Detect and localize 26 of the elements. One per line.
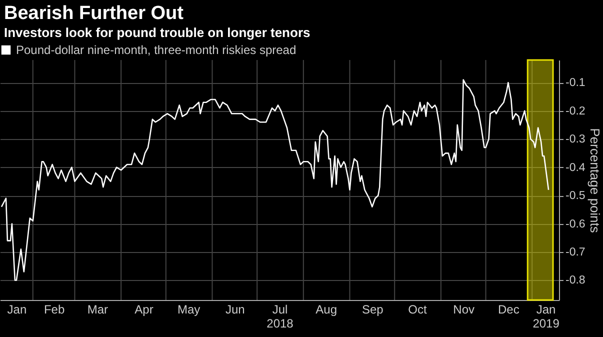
- x-tick-label: Dec: [498, 302, 520, 316]
- y-tick-label: -0.8: [566, 274, 586, 287]
- y-tick-label: -0.5: [566, 190, 586, 202]
- x-tick-label: Aug: [316, 302, 338, 316]
- y-tick-label: -0.6: [566, 218, 586, 230]
- y-tick-label: -0.7: [566, 246, 586, 258]
- y-tick-label: -0.3: [566, 134, 586, 146]
- line-series: [0, 79, 550, 281]
- x-tick-label: Jan 2019: [532, 302, 560, 330]
- y-tick-label: -0.2: [566, 105, 586, 118]
- chart-title: Bearish Further Out: [4, 3, 184, 24]
- x-tick-label: Apr: [134, 302, 154, 316]
- chart-subtitle: Investors look for pound trouble on longer tenors: [4, 25, 310, 40]
- y-tick-label: -0.1: [566, 77, 586, 90]
- y-tick-label: -0.4: [566, 162, 586, 174]
- x-tick-label: Jan: [7, 302, 27, 316]
- x-tick-label: Jun: [225, 302, 245, 316]
- x-tick-label: Feb: [44, 302, 65, 316]
- x-tick-label: Nov: [453, 302, 475, 316]
- x-tick-label: Oct: [408, 302, 428, 316]
- x-tick-label: May: [177, 302, 200, 316]
- x-tick-label: Jul 2018: [266, 302, 294, 330]
- legend-label: Pound-dollar nine-month, three-month riskies spread: [16, 43, 296, 57]
- x-tick-label: Sep: [362, 302, 384, 316]
- x-tick-label: Mar: [87, 302, 108, 316]
- y-axis-title: Percentage points: [587, 128, 602, 234]
